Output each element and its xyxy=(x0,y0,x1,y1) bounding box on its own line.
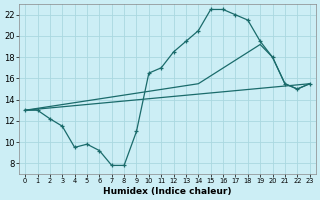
X-axis label: Humidex (Indice chaleur): Humidex (Indice chaleur) xyxy=(103,187,232,196)
